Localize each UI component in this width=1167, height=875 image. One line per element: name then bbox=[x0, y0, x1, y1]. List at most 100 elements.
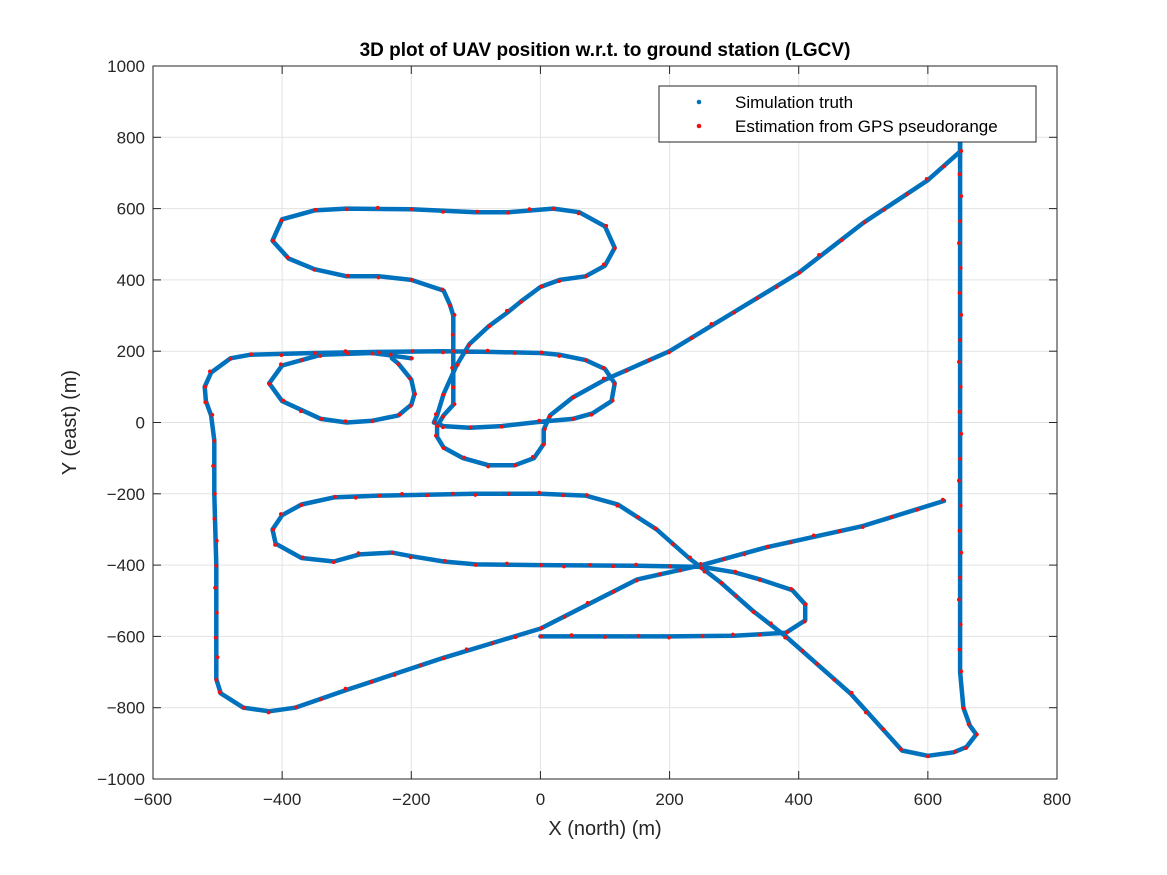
gps-estimate-point bbox=[462, 455, 466, 460]
gps-estimate-point bbox=[441, 392, 446, 397]
gps-estimate-point bbox=[513, 635, 518, 639]
gps-estimate-point bbox=[214, 538, 219, 543]
y-tick-label: 800 bbox=[117, 128, 145, 147]
gps-estimate-point bbox=[331, 560, 336, 564]
x-tick-label: 0 bbox=[536, 790, 545, 809]
gps-estimate-point bbox=[213, 635, 218, 640]
gps-estimate-point bbox=[448, 303, 452, 308]
gps-estimate-point bbox=[408, 376, 412, 381]
y-tick-label: 600 bbox=[117, 200, 145, 219]
gps-estimate-point bbox=[271, 238, 275, 243]
gps-estimate-point bbox=[539, 284, 544, 289]
gps-estimate-point bbox=[279, 512, 283, 516]
gps-estimate-point bbox=[832, 677, 837, 682]
gps-estimate-point bbox=[562, 615, 567, 619]
gps-estimate-point bbox=[530, 455, 535, 459]
legend-marker-gps-estimation bbox=[696, 123, 702, 129]
axis-ticks: −600 −400 −200 0 200 400 600 800 −1000 −800 −600 −4… bbox=[97, 57, 1071, 809]
gps-estimate-point bbox=[377, 350, 381, 355]
gps-estimate-point bbox=[344, 207, 349, 212]
legend-entry-simulation-truth: Simulation truth bbox=[735, 93, 853, 112]
gps-estimate-point bbox=[898, 747, 903, 752]
gps-estimate-point bbox=[408, 404, 413, 408]
y-tick-label: 1000 bbox=[107, 57, 145, 76]
gps-estimate-point bbox=[299, 409, 303, 414]
gps-estimate-point bbox=[811, 533, 816, 538]
gps-estimate-point bbox=[273, 543, 277, 547]
gps-estimate-point bbox=[346, 273, 350, 278]
gps-estimate-point bbox=[815, 661, 819, 666]
gps-estimate-point bbox=[313, 207, 318, 212]
gps-estimate-point bbox=[388, 352, 393, 357]
gps-estimate-point bbox=[370, 419, 375, 424]
gps-estimate-point bbox=[450, 332, 455, 337]
gps-estimate-point bbox=[803, 602, 808, 607]
gps-estimate-point bbox=[212, 516, 217, 521]
y-tick-label: 200 bbox=[117, 342, 145, 361]
gps-estimate-point bbox=[957, 409, 962, 414]
x-axis-label: X (north) (m) bbox=[548, 818, 661, 840]
gps-estimate-point bbox=[451, 385, 456, 390]
gps-estimate-point bbox=[552, 206, 556, 211]
gps-estimate-point bbox=[667, 635, 671, 640]
gps-estimate-point bbox=[585, 600, 590, 605]
gps-estimate-point bbox=[485, 348, 490, 353]
gps-estimate-point bbox=[203, 384, 208, 389]
gps-estimate-point bbox=[849, 690, 854, 695]
gps-estimate-point bbox=[959, 149, 964, 153]
gps-estimate-point bbox=[468, 425, 473, 430]
gps-estimate-point bbox=[539, 563, 543, 567]
gps-estimate-point bbox=[975, 732, 979, 737]
x-tick-label: 800 bbox=[1043, 790, 1071, 809]
gps-estimate-point bbox=[700, 634, 705, 638]
gps-estimate-point bbox=[487, 324, 492, 329]
gps-estimate-point bbox=[343, 686, 348, 691]
gps-estimate-point bbox=[210, 412, 215, 417]
gps-estimate-point bbox=[731, 632, 735, 637]
gps-estimate-point bbox=[957, 172, 962, 177]
gps-estimate-point bbox=[441, 350, 445, 355]
chart-title: 3D plot of UAV position w.r.t. to ground… bbox=[360, 40, 851, 61]
gps-estimate-point bbox=[353, 495, 358, 500]
gps-estimate-point bbox=[957, 291, 962, 295]
gps-estimate-point bbox=[719, 581, 724, 585]
gps-estimate-point bbox=[242, 705, 246, 710]
gps-estimate-point bbox=[215, 655, 220, 660]
gps-estimate-point bbox=[410, 349, 415, 353]
legend: Simulation truth Estimation from GPS pse… bbox=[658, 85, 1037, 143]
gps-estimate-point bbox=[709, 322, 714, 326]
gps-estimate-point bbox=[452, 402, 457, 406]
gps-estimate-point bbox=[755, 296, 759, 301]
gps-estimate-point bbox=[734, 594, 739, 598]
trajectory-truth-path bbox=[202, 117, 969, 714]
gps-estimate-point bbox=[758, 633, 762, 637]
gps-estimate-point bbox=[966, 722, 971, 727]
gps-estimate-point bbox=[862, 220, 867, 225]
gps-estimate-point bbox=[742, 552, 747, 557]
gps-estimate-point bbox=[346, 351, 350, 356]
gps-estimate-point bbox=[689, 336, 694, 340]
gps-estimate-point bbox=[211, 464, 216, 468]
gps-estimate-point bbox=[958, 338, 962, 342]
gps-estimate-point bbox=[537, 490, 542, 495]
gps-estimate-point bbox=[959, 194, 964, 199]
gps-estimate-point bbox=[208, 369, 212, 374]
gps-estimate-point bbox=[506, 210, 510, 215]
gps-estimate-point bbox=[958, 219, 962, 224]
x-tick-label: −600 bbox=[134, 790, 172, 809]
gps-estimate-point bbox=[343, 419, 348, 424]
gps-estimate-point bbox=[396, 362, 401, 367]
gps-estimate-point bbox=[924, 177, 929, 181]
gps-estimate-point bbox=[889, 515, 894, 519]
gps-estimate-point bbox=[839, 238, 844, 243]
gps-estimate-point bbox=[539, 626, 544, 630]
x-tick-label: 400 bbox=[785, 790, 813, 809]
gps-estimate-point bbox=[733, 569, 738, 574]
gps-estimate-point bbox=[442, 559, 447, 563]
gps-estimate-point bbox=[647, 358, 652, 362]
gps-estimate-point bbox=[702, 569, 707, 574]
y-tick-label: −600 bbox=[107, 627, 145, 646]
gps-estimate-point bbox=[958, 456, 962, 461]
gps-estimate-point bbox=[699, 566, 704, 570]
gps-estimate-point bbox=[958, 503, 963, 508]
